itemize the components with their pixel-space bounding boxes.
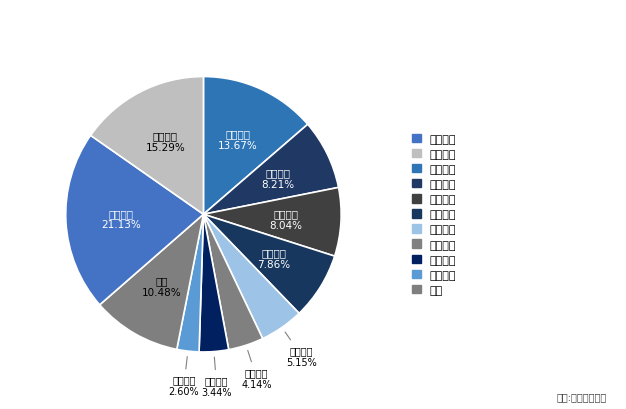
- Text: 长城汽车
4.14%: 长城汽车 4.14%: [242, 351, 272, 389]
- Text: 华晨集团
3.44%: 华晨集团 3.44%: [202, 357, 232, 397]
- Wedge shape: [91, 77, 203, 215]
- Wedge shape: [177, 215, 203, 352]
- Text: 制图:第一汽车评论: 制图:第一汽车评论: [557, 391, 607, 401]
- Text: 吉利汽车
5.15%: 吉利汽车 5.15%: [285, 332, 317, 366]
- Wedge shape: [203, 215, 299, 339]
- Wedge shape: [203, 77, 308, 215]
- Text: 一汽集团
15.29%: 一汽集团 15.29%: [145, 131, 185, 153]
- Text: 长安汽车
8.04%: 长安汽车 8.04%: [269, 209, 302, 230]
- Wedge shape: [66, 136, 203, 305]
- Text: 广汽集团
8.21%: 广汽集团 8.21%: [261, 168, 294, 189]
- Text: 北汽集团
7.86%: 北汽集团 7.86%: [257, 247, 290, 269]
- Wedge shape: [203, 215, 335, 314]
- Ellipse shape: [66, 201, 341, 242]
- Wedge shape: [203, 215, 263, 350]
- Text: 上汽集团
21.13%: 上汽集团 21.13%: [101, 208, 141, 230]
- Wedge shape: [199, 215, 228, 352]
- Wedge shape: [100, 215, 203, 350]
- Text: 其他
10.48%: 其他 10.48%: [142, 275, 182, 297]
- Wedge shape: [203, 188, 341, 256]
- Legend: 上汽集团, 一汽集团, 东风公司, 广汽集团, 长安汽车, 北汽集团, 吉利汽车, 长城汽车, 华晨集团, 奇瑞汽车, 其他: 上汽集团, 一汽集团, 东风公司, 广汽集团, 长安汽车, 北汽集团, 吉利汽车…: [409, 131, 459, 299]
- Text: 东风公司
13.67%: 东风公司 13.67%: [218, 129, 258, 151]
- Text: 奇瑞汽车
2.60%: 奇瑞汽车 2.60%: [168, 357, 199, 396]
- Wedge shape: [203, 125, 339, 215]
